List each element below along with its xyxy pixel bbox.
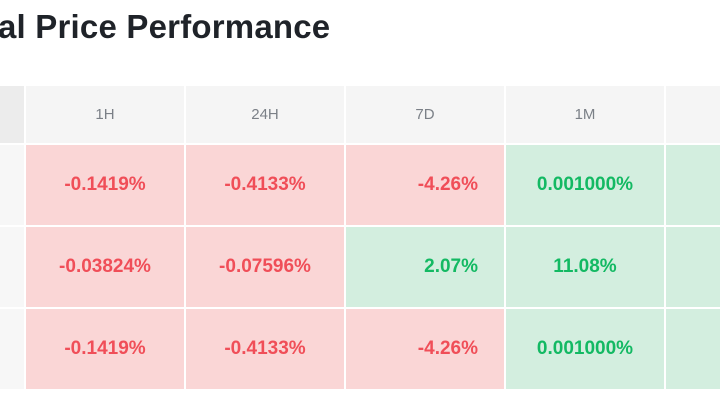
table-row: -0.1419% -0.4133% -4.26% 0.001000% bbox=[0, 309, 720, 391]
cell-next bbox=[666, 227, 720, 309]
cell-next bbox=[666, 145, 720, 227]
table-row: -0.1419% -0.4133% -4.26% 0.001000% bbox=[0, 145, 720, 227]
table-header-row: 1H 24H 7D 1M bbox=[0, 86, 720, 145]
cell-1m: 0.001000% bbox=[506, 145, 666, 227]
cell-7d: -4.26% bbox=[346, 309, 506, 391]
row-label-cell bbox=[0, 145, 26, 227]
row-label-cell bbox=[0, 227, 26, 309]
cell-1m: 11.08% bbox=[506, 227, 666, 309]
header-cell-7d[interactable]: 7D bbox=[346, 86, 506, 143]
header-cell-1h[interactable]: 1H bbox=[26, 86, 186, 143]
price-performance-table: 1H 24H 7D 1M -0.1419% -0.4133% -4.26% 0.… bbox=[0, 86, 720, 391]
header-cell-24h[interactable]: 24H bbox=[186, 86, 346, 143]
cell-24h: -0.07596% bbox=[186, 227, 346, 309]
page-title: al Price Performance bbox=[0, 8, 331, 45]
header-cell-next[interactable] bbox=[666, 86, 720, 143]
cell-7d: 2.07% bbox=[346, 227, 506, 309]
cell-1h: -0.03824% bbox=[26, 227, 186, 309]
cell-1m: 0.001000% bbox=[506, 309, 666, 391]
cell-next bbox=[666, 309, 720, 391]
header-cell-label bbox=[0, 86, 26, 143]
header-cell-1m[interactable]: 1M bbox=[506, 86, 666, 143]
cell-1h: -0.1419% bbox=[26, 145, 186, 227]
cell-24h: -0.4133% bbox=[186, 145, 346, 227]
table-row: -0.03824% -0.07596% 2.07% 11.08% bbox=[0, 227, 720, 309]
cell-24h: -0.4133% bbox=[186, 309, 346, 391]
cell-1h: -0.1419% bbox=[26, 309, 186, 391]
row-label-cell bbox=[0, 309, 26, 391]
cell-7d: -4.26% bbox=[346, 145, 506, 227]
